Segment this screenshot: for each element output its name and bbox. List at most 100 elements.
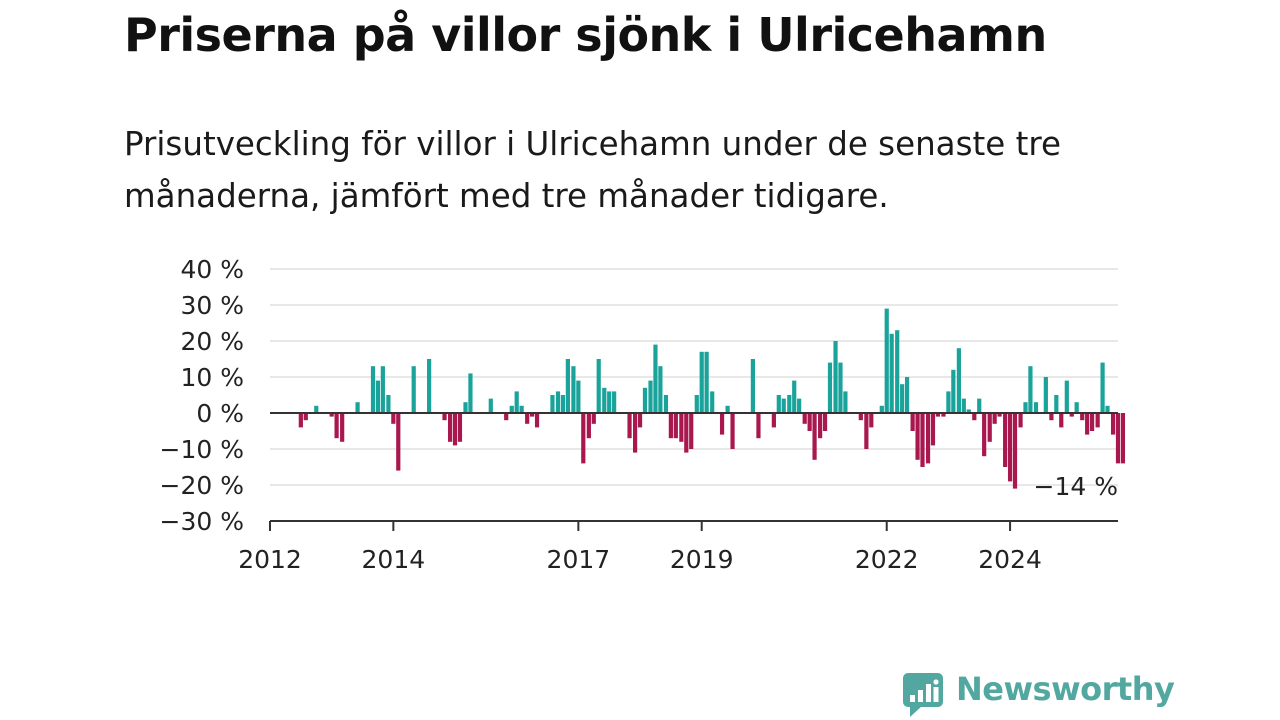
bar-positive <box>884 308 889 413</box>
y-tick-label: 30 % <box>180 291 244 320</box>
bar-positive <box>1028 366 1033 413</box>
bar-positive <box>514 391 519 413</box>
bar-positive <box>1064 380 1069 413</box>
bar-negative <box>1049 413 1054 421</box>
bar-positive <box>519 405 524 413</box>
bar-positive <box>596 359 601 413</box>
bar-positive <box>895 330 900 413</box>
bar-positive <box>648 380 653 413</box>
bar-positive <box>776 395 781 413</box>
bar-positive <box>833 341 838 413</box>
bar-positive <box>370 366 376 413</box>
bar-negative <box>334 413 339 439</box>
bar-positive <box>386 395 391 413</box>
bar-negative <box>391 413 396 424</box>
bar-negative <box>925 413 931 464</box>
bar-negative <box>637 413 643 428</box>
bar-negative <box>581 413 586 464</box>
bar-negative <box>1012 413 1018 489</box>
bar-positive <box>977 398 982 413</box>
bar-negative <box>684 413 689 453</box>
bar-positive <box>468 373 473 413</box>
bar-negative <box>1095 413 1100 428</box>
bar-negative <box>1110 413 1116 435</box>
bar-positive <box>576 380 581 413</box>
bar-positive <box>375 380 381 413</box>
bar-negative <box>1115 413 1121 464</box>
bar-negative <box>329 413 334 417</box>
grid-lines <box>270 268 1118 522</box>
bar-positive <box>694 395 699 413</box>
chart-title: Priserna på villor sjönk i Ulricehamn <box>124 8 1047 62</box>
bar-negative <box>935 413 941 417</box>
brand-name: Newsworthy <box>956 670 1175 708</box>
bar-negative <box>1003 413 1008 467</box>
bar-chart: 40 %30 %20 %10 %0 %−10 %−20 %−30 % 2012 2… <box>160 255 1126 574</box>
bar-negative <box>525 413 530 424</box>
bar-negative <box>730 413 735 449</box>
bar-negative <box>627 413 632 439</box>
bar-negative <box>1059 413 1064 428</box>
bar-positive <box>380 366 385 413</box>
bar-positive <box>961 398 966 413</box>
bar-positive <box>838 362 843 413</box>
bar-negative <box>1085 413 1090 435</box>
bar-positive <box>792 380 797 413</box>
bar-positive <box>560 395 566 413</box>
bar-negative <box>1018 413 1023 428</box>
y-tick-label: 20 % <box>180 327 244 356</box>
bar-negative <box>530 413 535 417</box>
bar-negative <box>1089 413 1095 431</box>
bar-negative <box>689 413 694 449</box>
x-axis: 2012 2014 2017 2019 2022 2024 <box>238 520 1118 574</box>
bar-negative <box>822 413 828 431</box>
bar-negative <box>992 413 997 424</box>
bar-negative <box>668 413 673 439</box>
bar-negative <box>298 413 303 428</box>
bar-negative <box>1069 413 1074 417</box>
y-tick-label: −10 % <box>160 435 244 464</box>
bar-negative <box>771 413 776 428</box>
bar-negative <box>340 413 345 442</box>
bar-positive <box>787 395 792 413</box>
bar-positive <box>411 366 416 413</box>
bar-positive <box>550 395 555 413</box>
bar-negative <box>920 413 925 467</box>
bar-negative <box>1007 413 1013 482</box>
y-tick-label: −30 % <box>160 507 244 536</box>
bar-positive <box>1033 402 1039 413</box>
bar-negative <box>982 413 987 457</box>
bar-negative <box>591 413 596 424</box>
y-tick-label: −20 % <box>160 471 244 500</box>
bar-positive <box>488 398 493 413</box>
bar-positive <box>699 351 704 413</box>
bar-negative <box>812 413 817 460</box>
bar-positive <box>1043 377 1048 413</box>
bar-positive <box>663 395 669 413</box>
bar-negative <box>807 413 812 431</box>
bar-negative <box>915 413 920 460</box>
bar-negative <box>858 413 863 421</box>
bar-negative <box>504 413 509 421</box>
bar-negative <box>997 413 1002 417</box>
x-tick-label: 2014 <box>362 545 426 574</box>
newsworthy-logo-icon <box>903 673 943 717</box>
bar-positive <box>1074 402 1079 413</box>
x-tick-label: 2017 <box>547 545 611 574</box>
bar-negative <box>303 413 308 421</box>
bar-positive <box>642 387 648 413</box>
bar-positive <box>904 377 910 413</box>
bar-positive <box>889 333 894 413</box>
bar-positive <box>843 391 848 413</box>
bar-positive <box>750 359 755 413</box>
x-tick-label: 2024 <box>978 545 1042 574</box>
bar-positive <box>565 359 570 413</box>
bar-negative <box>930 413 936 446</box>
bar-positive <box>704 351 709 413</box>
bar-negative <box>972 413 977 421</box>
y-tick-label: 0 % <box>196 399 244 428</box>
bar-negative <box>633 413 638 453</box>
bar-positive <box>900 384 905 413</box>
x-tick-label: 2012 <box>238 545 302 574</box>
bar-positive <box>1023 402 1028 413</box>
